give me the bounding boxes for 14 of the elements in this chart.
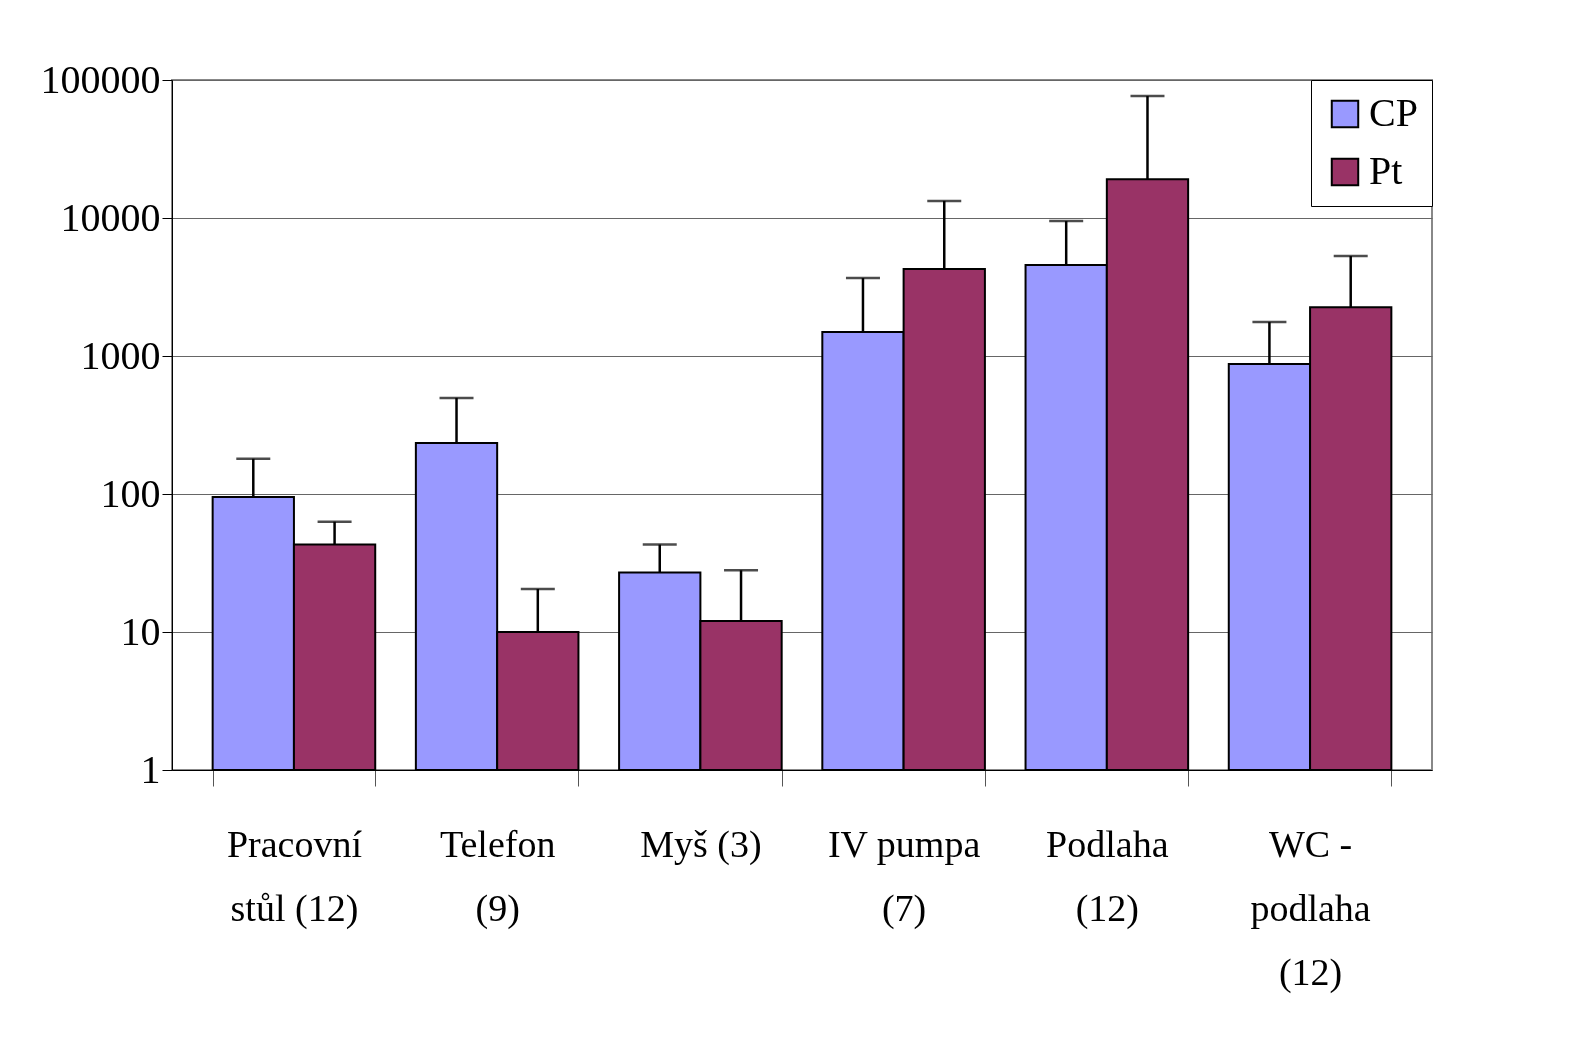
- x-tick-label: Podlaha (12): [1046, 822, 1169, 930]
- y-tick-label: 100000: [40, 56, 161, 102]
- x-tick-label: WC - podlaha (12): [1250, 822, 1371, 994]
- y-tick-label: 1000: [80, 332, 161, 378]
- y-tick-label: 1: [140, 746, 161, 792]
- x-tick-label: Pracovní stůl (12): [226, 822, 363, 930]
- y-tick-label: 10000: [60, 194, 161, 240]
- legend-label: Pt: [1369, 148, 1403, 193]
- legend-label: CP: [1369, 90, 1418, 135]
- x-tick-label: Myš (3): [640, 822, 762, 866]
- x-tick-label: IV pumpa (7): [827, 822, 981, 930]
- y-tick-label: 100: [100, 470, 161, 516]
- y-tick-label: 10: [120, 608, 161, 654]
- x-tick-label: Telefon (9): [439, 822, 556, 930]
